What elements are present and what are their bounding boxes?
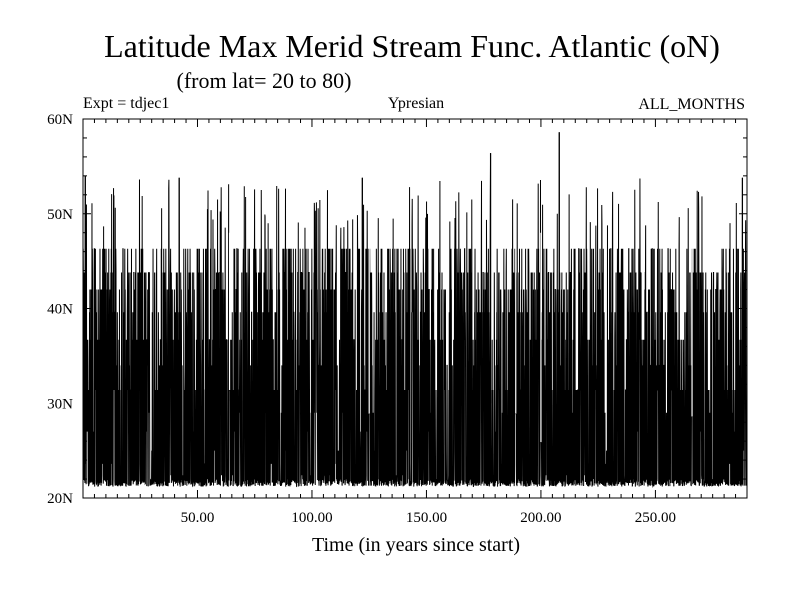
x-tick-label: 250.00 — [635, 510, 676, 526]
series-layer — [82, 132, 748, 488]
period-label: Ypresian — [388, 95, 444, 112]
ticks-layer — [83, 118, 747, 499]
y-tick-label: 30N — [47, 396, 73, 412]
y-tick-label: 40N — [47, 302, 73, 318]
y-tick-label: 20N — [47, 491, 73, 507]
y-tick-label: 50N — [47, 207, 73, 223]
x-axis-label: Time (in years since start) — [312, 534, 520, 556]
x-tick-label: 100.00 — [291, 510, 332, 526]
y-tick-label: 60N — [47, 112, 73, 128]
x-tick-label: 150.00 — [406, 510, 447, 526]
series-line — [82, 132, 748, 488]
tick-labels-layer: 20N 30N 40N 50N 60N 50.00 100.00 150.00 200.00 25… — [47, 112, 676, 526]
chart-subtitle: (from lat= 20 to 80) — [177, 68, 352, 93]
x-tick-label: 50.00 — [181, 510, 215, 526]
experiment-label: Expt = tdjec1 — [83, 95, 169, 112]
x-tick-label: 200.00 — [520, 510, 561, 526]
chart-title: Latitude Max Merid Stream Func. Atlantic… — [104, 28, 720, 64]
months-label: ALL_MONTHS — [638, 96, 745, 113]
